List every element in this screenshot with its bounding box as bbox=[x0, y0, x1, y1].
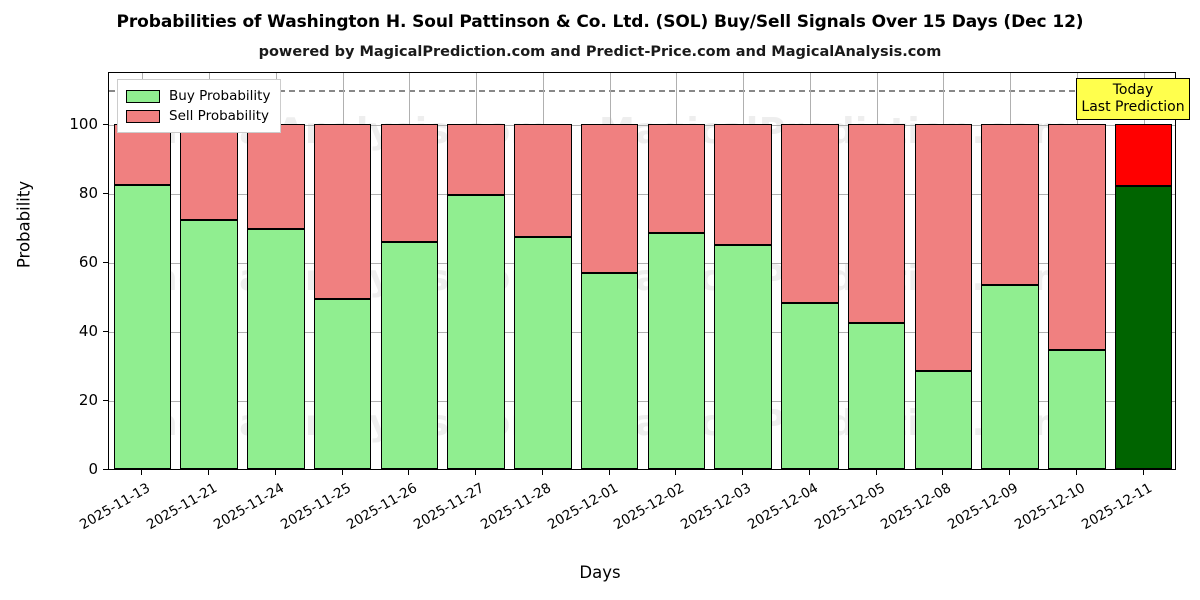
bar-segment-sell[interactable] bbox=[580, 123, 639, 273]
bar-segment-buy[interactable] bbox=[714, 244, 772, 469]
chart-title: Probabilities of Washington H. Soul Patt… bbox=[116, 12, 1084, 32]
bar-segment-buy[interactable] bbox=[247, 229, 305, 469]
bar-segment-buy[interactable] bbox=[781, 303, 839, 469]
y-tick-mark bbox=[103, 330, 108, 332]
y-tick-label: 100 bbox=[69, 114, 98, 133]
bar-group[interactable] bbox=[981, 123, 1039, 469]
y-tick-mark bbox=[103, 123, 108, 125]
bar-segment-sell[interactable] bbox=[113, 123, 172, 186]
bar-group[interactable] bbox=[180, 123, 238, 469]
reference-line bbox=[109, 90, 1175, 93]
bar-segment-buy[interactable] bbox=[647, 233, 706, 469]
bar-segment-buy[interactable] bbox=[847, 322, 906, 469]
x-tick-mark bbox=[1009, 470, 1011, 475]
x-axis-label: Days bbox=[579, 563, 621, 582]
y-tick-mark bbox=[103, 399, 108, 401]
bar-group[interactable] bbox=[781, 123, 839, 469]
bar-segment-sell[interactable] bbox=[180, 123, 238, 221]
x-tick-mark bbox=[341, 470, 343, 475]
bar-segment-buy[interactable] bbox=[580, 272, 639, 469]
bar-segment-buy[interactable] bbox=[981, 285, 1039, 469]
bar-group[interactable] bbox=[514, 123, 572, 469]
bar-group[interactable] bbox=[380, 123, 439, 469]
legend-item-buy: Buy Probability bbox=[126, 86, 270, 106]
bar-segment-sell[interactable] bbox=[647, 123, 706, 234]
legend-swatch-sell bbox=[126, 109, 160, 123]
legend-swatch-buy bbox=[126, 89, 160, 103]
bar-group[interactable] bbox=[1114, 123, 1173, 469]
bar-segment-sell[interactable] bbox=[714, 123, 772, 245]
bar-group[interactable] bbox=[113, 123, 172, 469]
y-tick-label: 60 bbox=[78, 252, 98, 271]
bar-segment-buy[interactable] bbox=[180, 220, 238, 469]
bar-group[interactable] bbox=[847, 123, 906, 469]
gridline-horizontal bbox=[109, 124, 1175, 126]
legend-item-sell: Sell Probability bbox=[126, 106, 270, 126]
y-axis-label: Probability bbox=[14, 180, 34, 269]
x-tick-mark bbox=[808, 470, 810, 475]
y-tick-mark bbox=[103, 261, 108, 263]
bar-segment-buy[interactable] bbox=[514, 236, 572, 469]
today-annotation-line2: Last Prediction bbox=[1081, 98, 1185, 115]
bar-group[interactable] bbox=[447, 123, 505, 469]
x-tick-mark bbox=[608, 470, 610, 475]
chart-subtitle: powered by MagicalPrediction.com and Pre… bbox=[258, 44, 942, 60]
gridline-horizontal bbox=[109, 331, 1175, 333]
bar-segment-buy[interactable] bbox=[313, 299, 372, 469]
x-tick-mark bbox=[1142, 470, 1144, 475]
x-tick-mark bbox=[541, 470, 543, 475]
y-tick-label: 80 bbox=[78, 183, 98, 202]
x-tick-mark bbox=[408, 470, 410, 475]
legend-label-buy: Buy Probability bbox=[169, 88, 271, 104]
bar-segment-sell[interactable] bbox=[981, 123, 1039, 285]
bar-segment-buy[interactable] bbox=[914, 370, 973, 469]
gridline-horizontal bbox=[109, 262, 1175, 264]
x-tick-mark bbox=[274, 470, 276, 475]
bar-segment-buy[interactable] bbox=[380, 242, 439, 469]
bar-segment-sell[interactable] bbox=[313, 123, 372, 300]
today-annotation: Today Last Prediction bbox=[1076, 78, 1190, 121]
y-tick-label: 0 bbox=[88, 460, 98, 478]
bar-segment-sell[interactable] bbox=[914, 123, 973, 371]
legend-label-sell: Sell Probability bbox=[169, 108, 270, 124]
bar-segment-sell[interactable] bbox=[380, 123, 439, 243]
bar-group[interactable] bbox=[580, 123, 639, 469]
bar-segment-buy[interactable] bbox=[1114, 185, 1173, 469]
bar-group[interactable] bbox=[647, 123, 706, 469]
bar-group[interactable] bbox=[247, 123, 305, 469]
bar-segment-sell[interactable] bbox=[1048, 123, 1106, 351]
y-tick-label: 40 bbox=[78, 321, 98, 340]
today-annotation-line1: Today bbox=[1112, 82, 1154, 98]
bar-group[interactable] bbox=[1048, 123, 1106, 469]
bar-segment-sell[interactable] bbox=[447, 123, 505, 195]
x-tick-mark bbox=[742, 470, 744, 475]
x-tick-mark bbox=[942, 470, 944, 475]
bar-group[interactable] bbox=[313, 123, 372, 469]
y-tick-mark bbox=[103, 469, 108, 470]
bar-segment-sell[interactable] bbox=[514, 123, 572, 237]
x-tick-mark bbox=[875, 470, 877, 475]
bar-segment-buy[interactable] bbox=[447, 194, 505, 469]
bar-segment-buy[interactable] bbox=[1048, 350, 1106, 469]
y-tick-label: 20 bbox=[78, 390, 98, 409]
gridline-horizontal bbox=[109, 193, 1175, 195]
y-tick-mark bbox=[103, 192, 108, 194]
bar-segment-sell[interactable] bbox=[781, 123, 839, 304]
bar-segment-sell[interactable] bbox=[847, 123, 906, 323]
bar-segment-sell[interactable] bbox=[1114, 123, 1173, 186]
bar-segment-sell[interactable] bbox=[247, 123, 305, 230]
bar-segment-buy[interactable] bbox=[113, 185, 172, 469]
x-tick-mark bbox=[208, 470, 210, 475]
x-tick-mark bbox=[1075, 470, 1077, 475]
x-tick-mark bbox=[141, 470, 143, 475]
x-tick-mark bbox=[475, 470, 477, 475]
gridline-horizontal bbox=[109, 400, 1175, 402]
bar-group[interactable] bbox=[914, 123, 973, 469]
chart-legend: Buy Probability Sell Probability bbox=[117, 79, 282, 133]
x-tick-mark bbox=[675, 470, 677, 475]
bar-group[interactable] bbox=[714, 123, 772, 469]
